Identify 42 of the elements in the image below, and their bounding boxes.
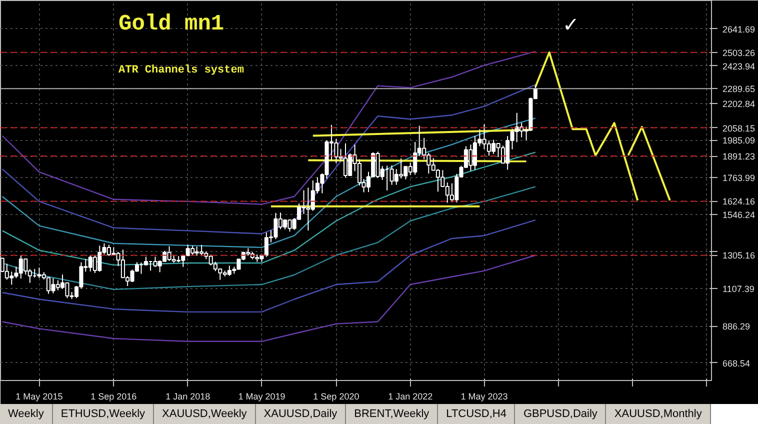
text: XAUUSD,Weekly	[154, 404, 256, 424]
line-series	[2, 50, 536, 205]
y-tick-label: 1546.24	[722, 210, 756, 220]
y-tick-label: 1107.39	[722, 284, 754, 294]
line-series	[2, 118, 536, 248]
x-tick-label: 1 Sep 2020	[313, 392, 360, 402]
ref-line-label: 1305.16	[722, 250, 756, 261]
y-tick-label: 2641.69	[722, 24, 756, 34]
ref-line-label: 2503.26	[722, 48, 756, 58]
y-tick-label: 1763.99	[722, 173, 756, 184]
candlestick	[357, 158, 362, 186]
x-tick-label: 1 Jan 2018	[166, 392, 210, 402]
x-tick-label: 1 May 2023	[460, 392, 508, 402]
annotation: ✓	[562, 12, 580, 36]
text: GBPUSD,Daily	[515, 404, 606, 424]
y-tick-label: 2423.94	[722, 61, 756, 72]
text: XAUUSD,Daily	[256, 404, 346, 424]
line-series	[534, 51, 639, 202]
text: Gold mn1	[118, 12, 224, 36]
text: BRENT,Weekly	[346, 404, 438, 424]
text: ETHUSD,Weekly	[52, 404, 154, 424]
ref-line-label: 1891.23	[722, 152, 756, 162]
text: Weekly	[0, 404, 53, 424]
ref-line-label: 2058.15	[722, 123, 756, 134]
ref-line-label: 2289.65	[722, 84, 756, 94]
line-series	[2, 84, 536, 234]
y-tick-label: 2202.84	[722, 98, 756, 109]
y-tick-label: 1985.09	[722, 136, 756, 146]
x-tick-label: 1 May 2015	[16, 392, 63, 402]
text: ATR Channels system	[118, 64, 244, 76]
text: XAUUSD,Monthly	[606, 404, 711, 424]
line-series	[2, 219, 536, 313]
y-tick-label: 886.29	[722, 322, 750, 332]
line-series	[2, 254, 536, 342]
line-series	[2, 152, 536, 266]
x-tick-label: 1 Sep 2016	[90, 392, 137, 402]
text: LTCUSD,H4	[438, 404, 516, 424]
line-series	[2, 186, 536, 290]
x-tick-label: 1 Jan 2022	[388, 392, 433, 402]
x-tick-label: 1 May 2019	[238, 392, 286, 402]
y-tick-label: 668.54	[722, 358, 750, 368]
ref-line-label: 1624.16	[722, 196, 756, 207]
